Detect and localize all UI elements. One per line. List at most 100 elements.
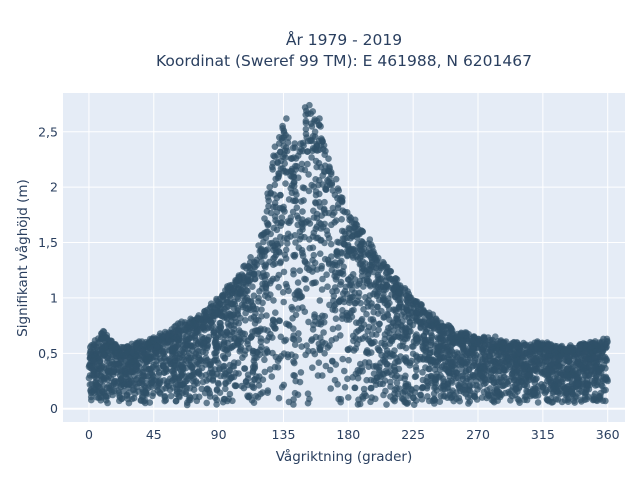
- data-point: [323, 271, 330, 279]
- data-point: [100, 327, 107, 335]
- data-point: [122, 370, 130, 378]
- data-point: [257, 327, 264, 334]
- data-point: [515, 373, 522, 381]
- data-point: [115, 378, 122, 385]
- data-point: [153, 357, 160, 365]
- data-point: [436, 398, 444, 406]
- data-point: [411, 389, 419, 396]
- data-point: [479, 377, 487, 385]
- data-point: [602, 341, 610, 348]
- data-point: [436, 366, 444, 374]
- data-point: [521, 364, 528, 372]
- data-point: [289, 306, 296, 313]
- data-point: [379, 258, 387, 266]
- y-tick-label: 2,5: [38, 124, 58, 139]
- data-point: [381, 377, 389, 384]
- data-point: [463, 329, 470, 337]
- data-point: [237, 343, 245, 351]
- data-point: [373, 331, 380, 338]
- data-point: [386, 329, 393, 337]
- data-point: [258, 313, 265, 320]
- data-point: [375, 320, 383, 328]
- data-point: [366, 337, 374, 345]
- data-point: [107, 337, 115, 345]
- data-point: [427, 341, 435, 349]
- data-point: [320, 329, 327, 336]
- data-point: [183, 333, 190, 340]
- data-point: [316, 346, 324, 353]
- data-point: [285, 134, 292, 141]
- data-point: [315, 359, 323, 367]
- data-point: [305, 171, 312, 178]
- data-point: [282, 255, 290, 262]
- data-point: [146, 399, 154, 406]
- data-point: [393, 385, 400, 392]
- data-point: [316, 190, 323, 198]
- data-point: [473, 351, 480, 359]
- data-point: [335, 324, 342, 331]
- data-point: [210, 329, 217, 336]
- data-point: [367, 316, 375, 323]
- data-point: [155, 371, 162, 379]
- data-point: [291, 341, 299, 349]
- data-point: [283, 283, 291, 291]
- data-point: [279, 122, 286, 130]
- data-point: [223, 315, 231, 322]
- data-point: [185, 356, 193, 364]
- data-point: [215, 380, 222, 388]
- data-point: [263, 312, 270, 319]
- y-tick-label: 2: [50, 180, 58, 195]
- data-point: [176, 381, 184, 389]
- data-point: [410, 343, 417, 350]
- data-point: [334, 185, 342, 192]
- data-point: [493, 348, 500, 355]
- data-point: [302, 351, 309, 359]
- data-point: [128, 377, 135, 385]
- data-point: [257, 390, 264, 398]
- data-point: [404, 399, 412, 406]
- data-point: [301, 258, 309, 266]
- data-point: [155, 364, 163, 372]
- data-point: [490, 397, 497, 405]
- data-point: [509, 392, 516, 400]
- data-point: [236, 289, 244, 296]
- data-point: [401, 357, 409, 364]
- data-point: [241, 365, 248, 372]
- data-point: [391, 347, 398, 354]
- data-point: [603, 357, 610, 364]
- data-point: [261, 356, 268, 364]
- data-point: [93, 372, 100, 379]
- data-point: [302, 117, 310, 125]
- data-point: [270, 261, 277, 269]
- data-point: [105, 382, 113, 389]
- data-point: [264, 327, 271, 334]
- data-point: [343, 290, 351, 298]
- data-point: [346, 213, 353, 220]
- data-point: [235, 370, 242, 377]
- data-point: [462, 390, 470, 398]
- data-point: [412, 363, 420, 371]
- data-point: [334, 238, 341, 246]
- data-point: [516, 399, 523, 407]
- data-point: [287, 172, 294, 180]
- data-point: [349, 293, 357, 301]
- data-point: [202, 313, 210, 320]
- data-point: [396, 289, 404, 297]
- data-point: [543, 372, 550, 380]
- data-point: [293, 212, 301, 220]
- data-point: [554, 396, 562, 403]
- data-point: [520, 339, 527, 347]
- data-point: [205, 387, 213, 394]
- data-point: [407, 299, 414, 307]
- data-point: [414, 335, 422, 342]
- data-point: [267, 209, 275, 217]
- data-point: [557, 371, 564, 379]
- data-point: [192, 393, 199, 401]
- data-point: [453, 333, 460, 340]
- data-point: [353, 328, 360, 336]
- data-point: [325, 155, 332, 162]
- data-point: [273, 275, 281, 282]
- data-point: [139, 373, 146, 381]
- data-point: [541, 346, 549, 354]
- data-point: [248, 332, 256, 340]
